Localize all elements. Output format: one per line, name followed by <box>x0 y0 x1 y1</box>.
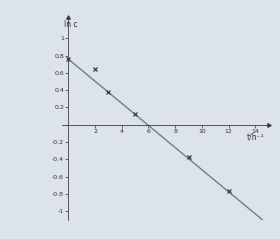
Text: t/h⁻¹: t/h⁻¹ <box>247 133 265 141</box>
Text: ln c: ln c <box>64 20 78 29</box>
